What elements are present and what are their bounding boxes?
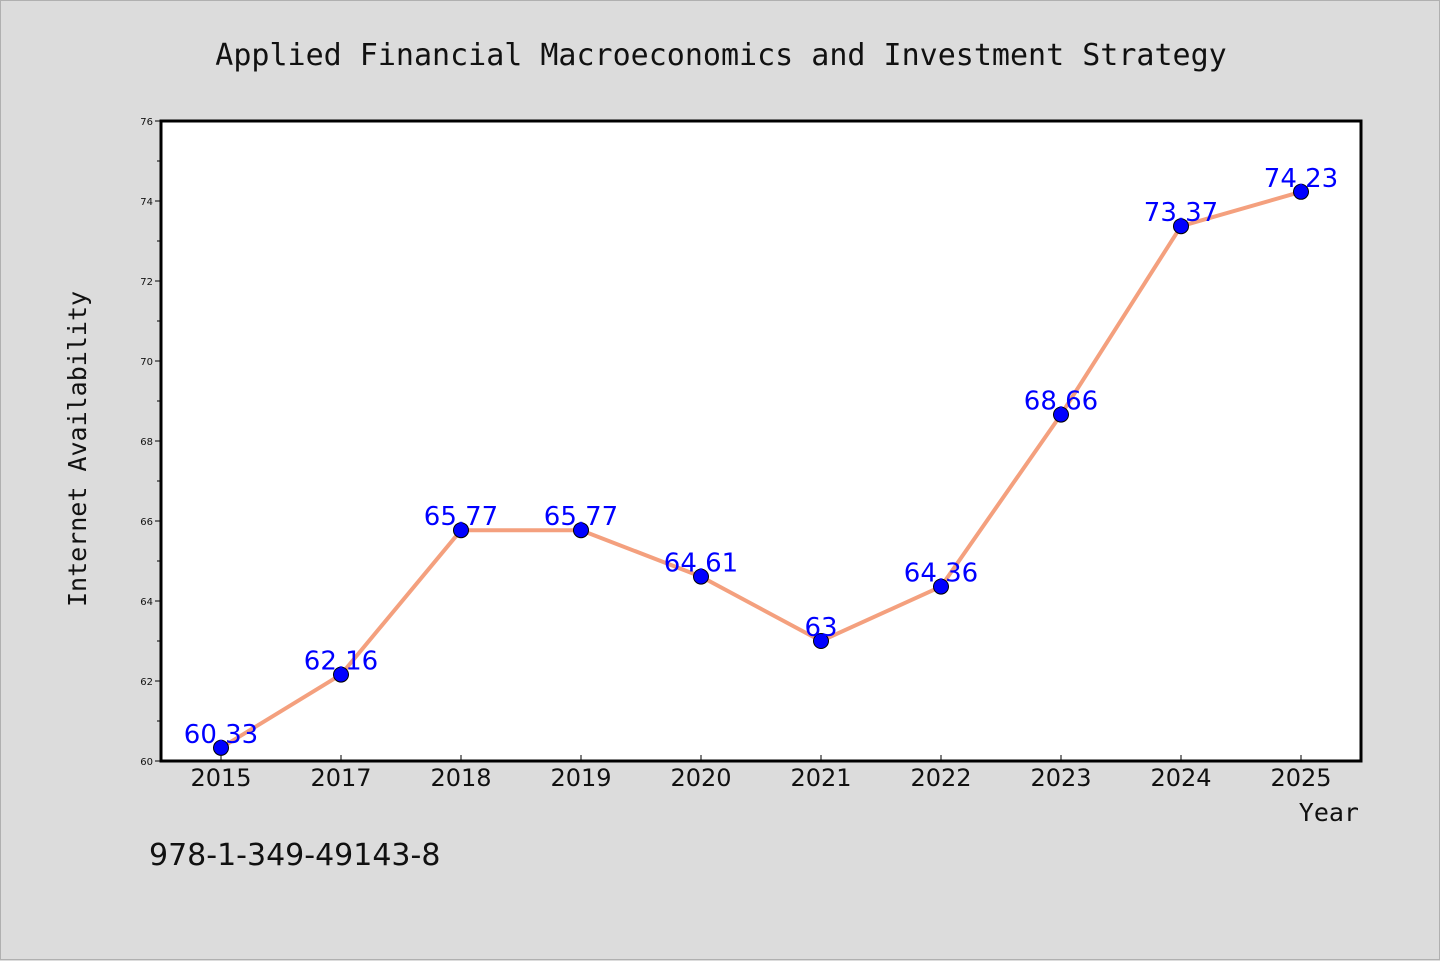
x-tick-label: 2020	[670, 764, 731, 792]
x-tick-label: 2021	[790, 764, 851, 792]
data-point	[333, 666, 349, 683]
data-point	[573, 522, 589, 539]
y-tick-label: 64	[140, 597, 153, 608]
data-label: 64.36	[904, 559, 978, 589]
y-axis: 60 62 64 66 68 70 72 74 76	[140, 117, 161, 768]
x-tick-label: 2019	[550, 764, 611, 792]
data-label: 68.66	[1024, 387, 1098, 417]
series-markers	[213, 183, 1309, 756]
x-tick-label: 2015	[190, 764, 251, 792]
x-axis: 2015 2017 2018 2019 2020 2021 2022 2023 2024 2025	[190, 755, 1332, 792]
data-point	[1053, 406, 1069, 423]
x-tick-label: 2022	[910, 764, 971, 792]
y-tick-label: 76	[140, 117, 153, 128]
y-tick-label: 62	[140, 677, 153, 688]
y-axis-title: Internet Availability	[63, 291, 92, 607]
data-label: 74.23	[1264, 164, 1338, 194]
data-labels: 60.33 62.16 65.77 65.77 64.61 63 64.36 68.66 73.…	[184, 164, 1338, 750]
data-point	[213, 739, 229, 756]
x-tick-label: 2018	[430, 764, 491, 792]
x-tick-label: 2024	[1150, 764, 1211, 792]
y-tick-label: 66	[140, 517, 153, 528]
x-tick-label: 2023	[1030, 764, 1091, 792]
chart-title: Applied Financial Macroeconomics and Inv…	[215, 38, 1226, 73]
data-point	[1293, 183, 1309, 200]
data-point	[1173, 218, 1189, 235]
data-point	[453, 522, 469, 539]
data-label: 60.33	[184, 720, 258, 750]
data-point	[813, 633, 829, 649]
data-label: 73.37	[1144, 198, 1218, 228]
y-tick-label: 72	[140, 277, 153, 288]
y-tick-label: 74	[140, 197, 153, 208]
y-tick-label: 68	[140, 437, 153, 448]
data-label: 65.77	[424, 502, 498, 532]
series-line	[219, 189, 1302, 750]
data-label: 65.77	[544, 502, 618, 532]
data-point	[933, 578, 949, 595]
y-tick-label: 70	[140, 357, 153, 368]
x-axis-title: Year	[1299, 798, 1359, 827]
x-tick-label: 2025	[1270, 764, 1331, 792]
data-point	[693, 568, 709, 585]
plot-area	[159, 119, 1363, 763]
data-label: 63	[804, 613, 837, 643]
x-tick-label: 2017	[310, 764, 371, 792]
data-label: 64.61	[664, 549, 738, 579]
data-label: 62.16	[304, 647, 378, 677]
isbn-code: 978-1-349-49143-8	[149, 838, 440, 873]
y-tick-label: 60	[140, 757, 153, 768]
